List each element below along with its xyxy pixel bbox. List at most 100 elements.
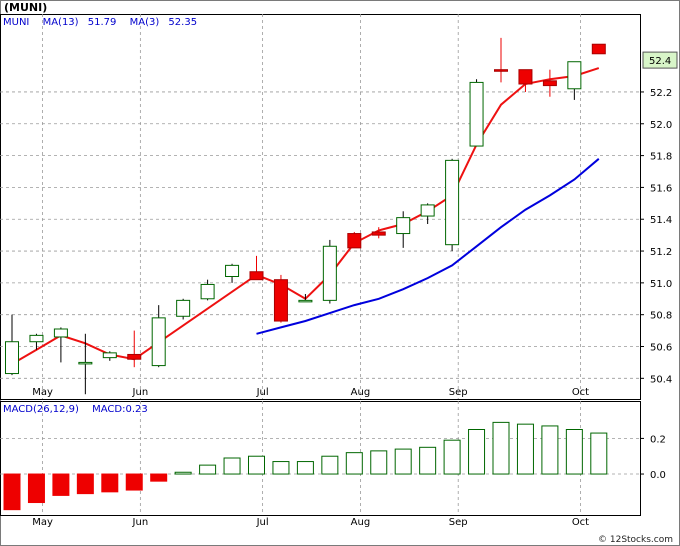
candle-body xyxy=(322,245,337,301)
month-label: Jun xyxy=(132,387,149,398)
macd-month-label: Jul xyxy=(256,517,269,528)
macd-bar xyxy=(394,448,412,475)
candle xyxy=(322,239,337,304)
candle-body xyxy=(567,61,582,90)
legend-symbol: MUNI xyxy=(3,17,29,28)
candle-body xyxy=(420,204,435,217)
ma13-line xyxy=(256,158,600,335)
candle-body xyxy=(102,352,117,359)
candle-body xyxy=(445,159,460,246)
last-price-box xyxy=(642,51,678,69)
price-tick-label: 51.8 xyxy=(650,152,672,163)
candle-body xyxy=(78,361,93,365)
legend-ma3-label: MA(3) xyxy=(130,17,160,28)
candle-body xyxy=(396,217,411,235)
candle xyxy=(273,274,288,323)
candle-body xyxy=(127,353,142,360)
macd-bar xyxy=(370,450,388,475)
candle xyxy=(249,255,264,281)
macd-bar xyxy=(27,473,45,504)
candle xyxy=(591,43,606,55)
macd-bar xyxy=(199,464,217,475)
candle-body xyxy=(29,334,44,343)
candle xyxy=(347,231,362,249)
candle xyxy=(5,314,19,376)
legend-ma13-value: 51.79 xyxy=(88,17,117,28)
candle xyxy=(200,279,215,301)
candle-body xyxy=(151,317,166,367)
price-tick-label: 50.6 xyxy=(650,343,672,354)
macd-tick-label: 0.0 xyxy=(650,470,666,481)
macd-bar xyxy=(345,452,363,475)
price-tick-label: 50.8 xyxy=(650,311,672,322)
chart-title: (MUNI) xyxy=(4,1,47,14)
macd-bar xyxy=(150,473,168,482)
macd-bar xyxy=(321,455,339,475)
macd-month-label: Jun xyxy=(132,517,149,528)
macd-bar xyxy=(125,473,143,491)
copyright-watermark: © 12Stocks.com xyxy=(598,535,673,545)
macd-bar xyxy=(590,432,608,475)
candle-body xyxy=(249,271,264,281)
candle xyxy=(78,333,93,395)
candle xyxy=(225,263,240,283)
candle-body xyxy=(225,264,240,278)
candle-body xyxy=(347,233,362,249)
macd-tick-label: 0.2 xyxy=(650,434,666,445)
macd-legend: MACD(26,12,9) MACD:0.23 xyxy=(3,404,148,415)
macd-legend-value: MACD:0.23 xyxy=(92,404,148,415)
candle-body xyxy=(469,81,484,147)
price-legend: MUNI MA(13) 51.79 MA(3) 52.35 xyxy=(3,17,197,28)
price-tick-label: 52.0 xyxy=(650,120,672,131)
price-tick-label: 51.0 xyxy=(650,279,672,290)
month-label: Oct xyxy=(572,387,589,398)
legend-ma3-value: 52.35 xyxy=(168,17,197,28)
candle xyxy=(127,330,142,368)
candle-body xyxy=(5,341,19,375)
candle-body xyxy=(591,43,606,55)
candle-body xyxy=(273,279,288,322)
candle xyxy=(151,305,166,368)
month-label: May xyxy=(32,387,53,398)
candle-body xyxy=(518,69,533,85)
candle xyxy=(420,203,435,224)
candlesticks xyxy=(5,37,606,395)
candle xyxy=(29,333,44,350)
macd-bar xyxy=(223,457,241,475)
candle xyxy=(567,61,582,100)
candle xyxy=(298,294,313,303)
candle xyxy=(542,69,557,97)
candle-body xyxy=(200,283,215,300)
price-tick-label: 51.2 xyxy=(650,247,672,258)
macd-month-label: May xyxy=(32,517,53,528)
candle xyxy=(445,158,460,252)
candle xyxy=(371,227,386,239)
macd-month-label: Oct xyxy=(572,517,589,528)
macd-month-label: Sep xyxy=(449,517,468,528)
last-price-label: 52.4 xyxy=(649,56,671,67)
macd-bar xyxy=(516,423,534,475)
macd-histogram xyxy=(3,421,608,511)
candle xyxy=(469,79,484,147)
macd-bar xyxy=(3,473,21,511)
macd-bar xyxy=(419,446,437,475)
price-tick-label: 51.4 xyxy=(650,215,672,226)
candle xyxy=(518,69,533,92)
macd-bar xyxy=(52,473,70,496)
macd-panel xyxy=(0,401,641,516)
macd-bar xyxy=(101,473,119,493)
candle xyxy=(53,327,68,363)
candle xyxy=(494,37,508,83)
macd-bar xyxy=(272,461,290,475)
price-grid xyxy=(0,14,640,399)
macd-bar xyxy=(468,429,486,475)
macd-bar xyxy=(174,471,192,475)
price-tick-label: 51.6 xyxy=(650,183,672,194)
candle xyxy=(176,298,191,320)
macd-bar xyxy=(443,439,461,475)
price-panel xyxy=(0,14,641,400)
candle-body xyxy=(298,299,313,303)
macd-bar xyxy=(248,455,265,475)
